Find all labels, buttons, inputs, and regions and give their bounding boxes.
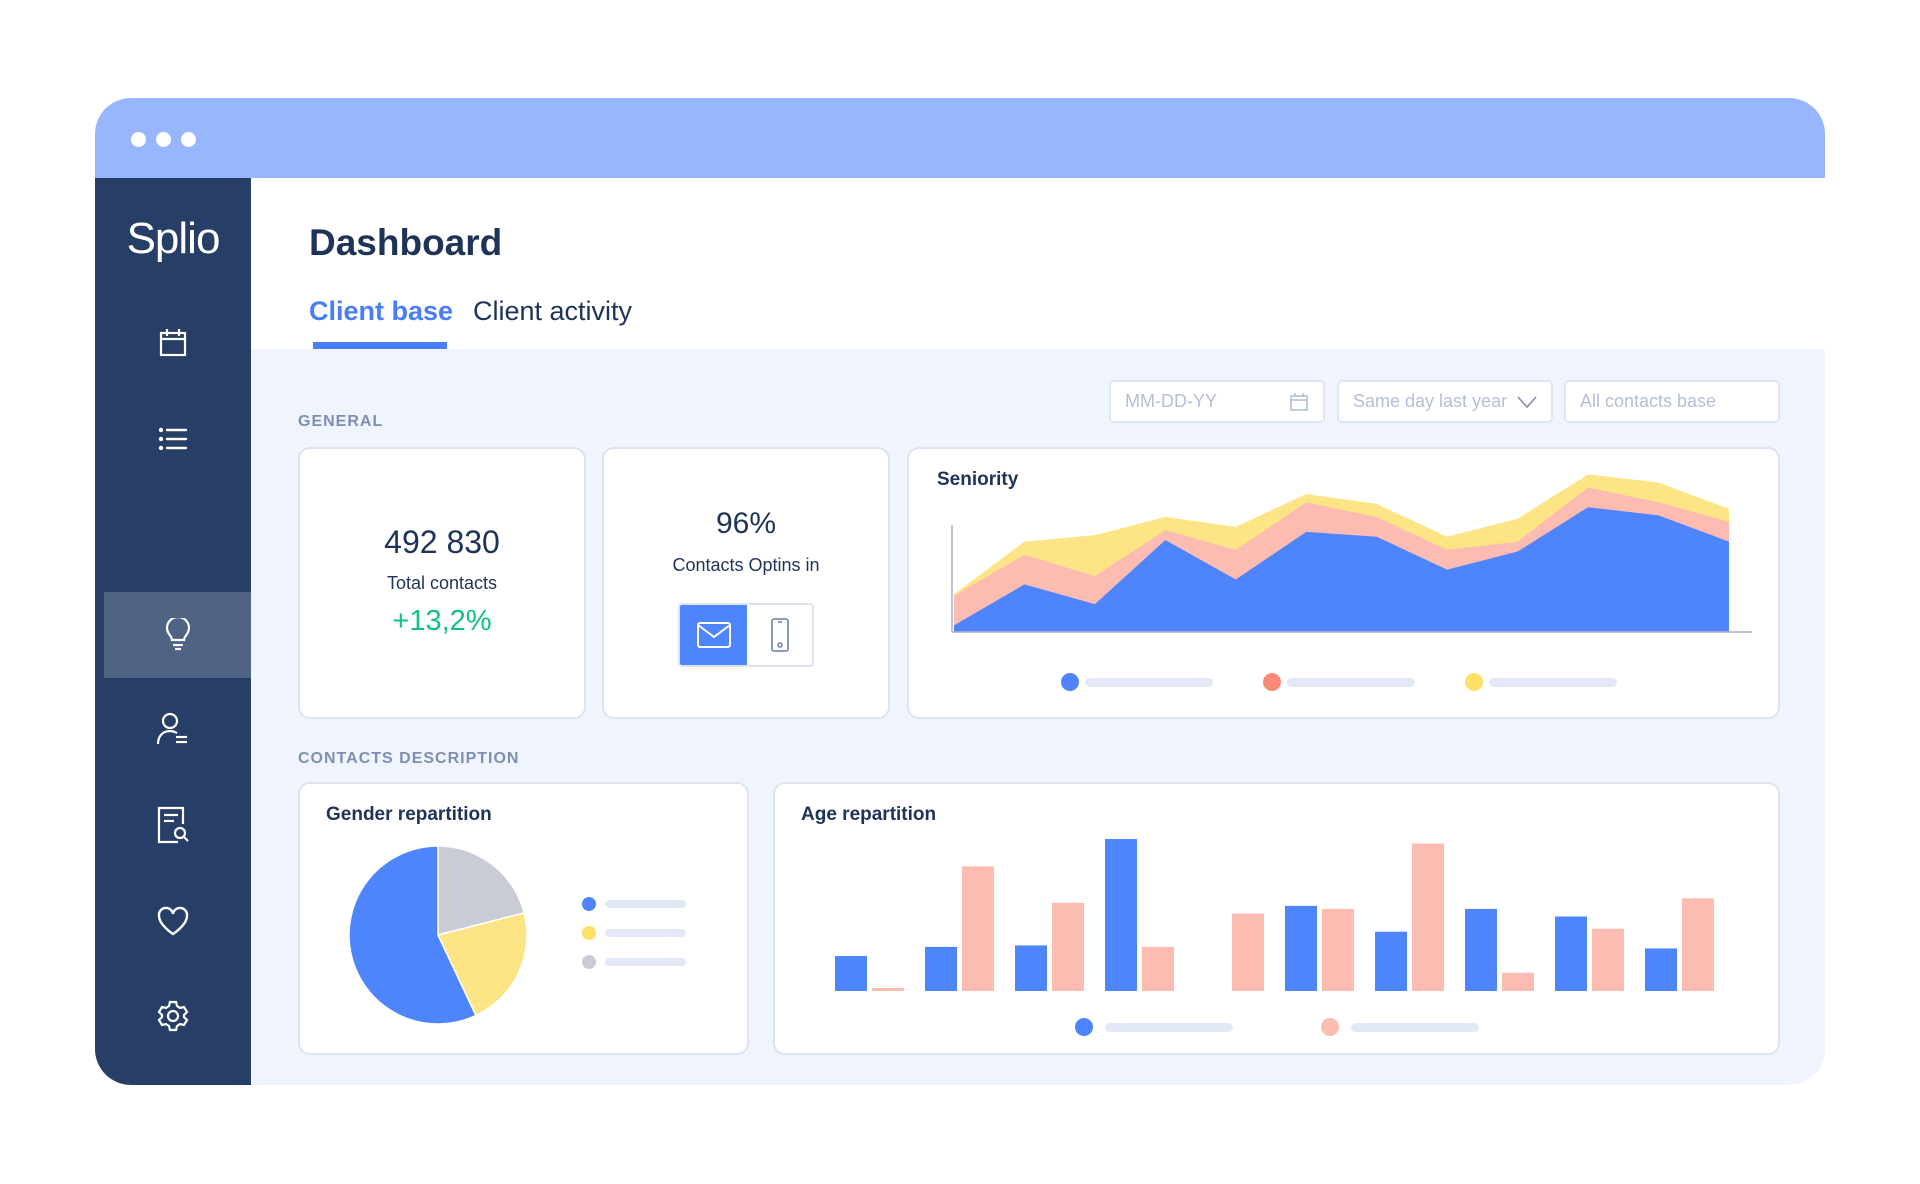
legend-label-placeholder bbox=[1351, 1023, 1479, 1032]
legend-dot-series-2 bbox=[1321, 1018, 1339, 1036]
bar-series-2-6 bbox=[1322, 908, 1354, 991]
bar-series-1-7 bbox=[1375, 931, 1407, 991]
contacts-base-value: All contacts base bbox=[1580, 391, 1717, 411]
legend-label-placeholder bbox=[1085, 678, 1213, 687]
bar-series-2-8 bbox=[1502, 972, 1534, 991]
mail-icon bbox=[696, 622, 731, 648]
seniority-title: Seniority bbox=[937, 469, 1019, 490]
user-icon bbox=[156, 712, 187, 745]
app-window: Splio Dashboard Client base Client activ… bbox=[95, 98, 1825, 1085]
calendar-icon bbox=[159, 329, 187, 357]
sidebar-item-settings[interactable] bbox=[95, 973, 251, 1059]
list-icon bbox=[158, 427, 188, 451]
pie-slice-yellow bbox=[436, 911, 528, 1017]
bar-series-1-9 bbox=[1555, 916, 1587, 991]
lightbulb-icon bbox=[165, 618, 190, 651]
optins-value: 96% bbox=[715, 507, 777, 540]
pie-slice-blue bbox=[348, 845, 477, 1025]
logo: Splio bbox=[126, 214, 221, 263]
compare-select[interactable]: Same day last year bbox=[1337, 380, 1553, 423]
legend-label-placeholder bbox=[1287, 678, 1415, 687]
legend-label-placeholder bbox=[605, 929, 686, 937]
section-contacts-description: CONTACTS DESCRIPTION bbox=[298, 750, 520, 767]
legend-dot bbox=[582, 955, 596, 969]
gear-icon bbox=[157, 1000, 189, 1032]
active-tab-indicator bbox=[313, 342, 447, 349]
tab-client-base[interactable]: Client base bbox=[309, 296, 454, 326]
bar-series-2-9 bbox=[1592, 928, 1624, 991]
gender-card: Gender repartition bbox=[298, 782, 749, 1055]
sidebar-item-insights[interactable] bbox=[104, 592, 251, 678]
total-contacts-card: 492 830 Total contacts +13,2% bbox=[298, 447, 586, 719]
report-search-icon bbox=[157, 806, 189, 844]
date-placeholder: MM-DD-YY bbox=[1125, 391, 1217, 411]
sidebar: Splio bbox=[95, 178, 251, 1085]
legend-dot-series-1 bbox=[1061, 673, 1079, 691]
date-input[interactable]: MM-DD-YY bbox=[1109, 380, 1325, 423]
mobile-icon bbox=[770, 618, 789, 652]
legend-label-placeholder bbox=[1105, 1023, 1233, 1032]
sidebar-item-calendar[interactable] bbox=[95, 300, 251, 386]
gender-title: Gender repartition bbox=[326, 804, 492, 825]
bar-series-2-1 bbox=[872, 987, 904, 991]
tab-client-activity[interactable]: Client activity bbox=[473, 296, 633, 326]
bar-series-1-8 bbox=[1465, 908, 1497, 991]
bar-series-1-4 bbox=[1105, 839, 1137, 991]
total-contacts-value: 492 830 bbox=[384, 524, 500, 560]
legend-dot-series-2 bbox=[1263, 673, 1281, 691]
bar-series-1-3 bbox=[1015, 945, 1047, 991]
email-channel-button[interactable] bbox=[680, 605, 747, 665]
bar-series-1-6 bbox=[1285, 905, 1317, 991]
bar-series-1-10 bbox=[1645, 948, 1677, 991]
total-contacts-label: Total contacts bbox=[386, 573, 498, 593]
window-dot[interactable] bbox=[181, 132, 196, 147]
seniority-chart bbox=[951, 474, 1752, 691]
legend-label-placeholder bbox=[605, 958, 686, 966]
sidebar-item-favorites[interactable] bbox=[95, 878, 251, 964]
legend-dot bbox=[582, 926, 596, 940]
legend-dot-series-1 bbox=[1075, 1018, 1093, 1036]
contacts-base-select[interactable]: All contacts base bbox=[1564, 380, 1780, 423]
bar-series-1-1 bbox=[835, 956, 867, 991]
chevron-down-icon bbox=[1517, 395, 1537, 408]
total-contacts-change: +13,2% bbox=[392, 605, 492, 637]
seniority-card: Seniority bbox=[907, 447, 1780, 719]
channel-toggle bbox=[678, 603, 814, 667]
gender-pie-chart bbox=[348, 845, 686, 1025]
bar-series-2-3 bbox=[1052, 902, 1084, 991]
window-dot[interactable] bbox=[156, 132, 171, 147]
age-bar-chart bbox=[835, 839, 1714, 1036]
optins-card: 96% Contacts Optins in bbox=[602, 447, 890, 719]
sidebar-item-list[interactable] bbox=[95, 396, 251, 482]
age-title: Age repartition bbox=[801, 804, 937, 825]
age-card: Age repartition bbox=[773, 782, 1780, 1055]
bar-series-2-4 bbox=[1142, 946, 1174, 991]
title-bar bbox=[95, 98, 1825, 178]
legend-label-placeholder bbox=[605, 900, 686, 908]
mobile-channel-button[interactable] bbox=[747, 605, 812, 665]
compare-value: Same day last year bbox=[1353, 391, 1508, 411]
sidebar-item-reports[interactable] bbox=[95, 782, 251, 868]
bar-series-2-5 bbox=[1232, 913, 1264, 991]
bar-series-2-7 bbox=[1412, 843, 1444, 991]
bar-series-1-2 bbox=[925, 946, 957, 991]
legend-label-placeholder bbox=[1489, 678, 1617, 687]
calendar-icon bbox=[1290, 392, 1308, 411]
area-series-1 bbox=[954, 507, 1729, 632]
legend-dot-series-3 bbox=[1465, 673, 1483, 691]
page-title: Dashboard bbox=[309, 222, 503, 263]
sidebar-item-contacts[interactable] bbox=[95, 686, 251, 772]
page-header: Dashboard Client base Client activity bbox=[251, 178, 1825, 349]
window-dot[interactable] bbox=[131, 132, 146, 147]
section-general: GENERAL bbox=[298, 413, 384, 430]
heart-icon bbox=[157, 906, 189, 936]
pie-slice-gray bbox=[437, 845, 526, 936]
optins-label: Contacts Optins in bbox=[672, 555, 820, 575]
bar-series-2-2 bbox=[962, 866, 994, 991]
legend-dot bbox=[582, 897, 596, 911]
bar-series-2-10 bbox=[1682, 898, 1714, 991]
